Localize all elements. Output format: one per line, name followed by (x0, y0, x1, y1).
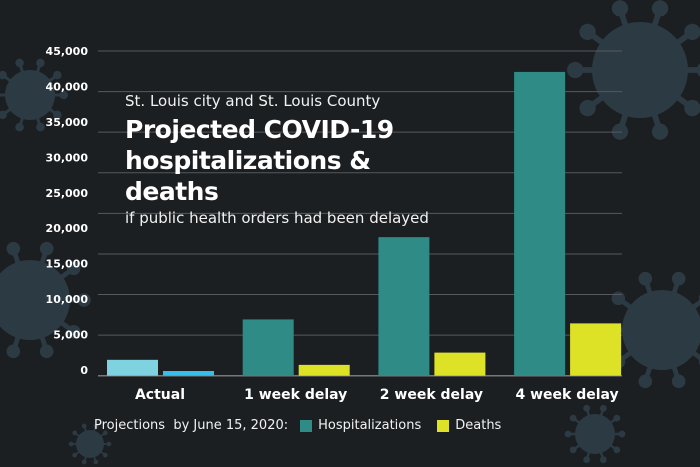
virus-spike-tip (72, 430, 78, 436)
x-tick-label: 2 week delay (380, 387, 483, 403)
virus-spike-tip (6, 344, 21, 359)
bar-hospitalizations (514, 71, 566, 376)
bar-deaths (298, 364, 350, 376)
y-tick-label: 0 (80, 364, 88, 377)
virus-spike-tip (611, 123, 629, 140)
legend-swatch-deaths (437, 419, 450, 432)
y-tick-label: 5,000 (53, 329, 88, 342)
virus-spike-tip (102, 430, 108, 436)
virus-icon (622, 290, 700, 370)
legend-label-deaths: Deaths (455, 418, 502, 433)
y-tick-label: 15,000 (46, 258, 89, 271)
virus-spike-tip (599, 404, 607, 412)
virus-icon (592, 22, 688, 118)
title-block: St. Louis city and St. Louis County Proj… (125, 92, 465, 227)
virus-spike-tip (39, 344, 54, 359)
virus-spike-tip (81, 459, 87, 465)
virus-spike-tip (66, 324, 81, 339)
y-tick-label: 30,000 (46, 151, 89, 164)
chart-title: Projected COVID-19 hospitalizations & de… (125, 115, 394, 206)
virus-spike-tip (569, 414, 577, 422)
virus-spike-tip (59, 90, 68, 100)
virus-spike-tip (106, 441, 112, 447)
virus-spike-tip (93, 423, 99, 429)
virus-spike-tip (36, 122, 45, 132)
y-tick-label: 25,000 (46, 187, 89, 200)
virus-spike-tip (651, 123, 669, 140)
virus-spike-tip (611, 291, 626, 306)
x-tick-label: 1 week delay (244, 387, 347, 403)
x-tick-label: 4 week delay (516, 387, 619, 403)
virus-icon (575, 414, 615, 454)
virus-spike-tip (0, 110, 7, 120)
legend-label-hospitalizations: Hospitalizations (318, 418, 422, 433)
bar-hospitalizations (107, 359, 158, 376)
virus-spike-tip (684, 99, 700, 117)
legend-prefix: Projections by June 15, 2020: (94, 418, 289, 433)
virus-spike-tip (6, 241, 21, 256)
virus-spike-tip (15, 122, 24, 132)
virus-spike-tip (579, 99, 596, 117)
virus-spike-tip (564, 430, 572, 438)
virus-spike-tip (671, 271, 686, 286)
legend-swatch-hospitalizations (300, 419, 313, 432)
virus-spike-tip (583, 404, 591, 412)
virus-spike-tip (81, 423, 87, 429)
y-tick-label: 35,000 (46, 116, 89, 129)
bar-deaths (434, 352, 486, 376)
virus-spike-tip (613, 414, 621, 422)
virus-spike-tip (599, 456, 607, 464)
bar-deaths (163, 371, 214, 376)
virus-spike-tip (638, 374, 653, 389)
virus-spike-tip (36, 58, 45, 68)
bar-deaths (570, 323, 622, 376)
virus-spike-tip (671, 374, 686, 389)
virus-spike-tip (583, 456, 591, 464)
virus-spike-tip (569, 446, 577, 454)
bar-hospitalizations (242, 319, 294, 376)
virus-spike-tip (15, 58, 24, 68)
virus-spike-tip (102, 452, 108, 458)
y-tick-label: 45,000 (46, 45, 89, 58)
virus-icon (0, 260, 70, 340)
virus-spike-tip (53, 70, 62, 80)
virus-spike-tip (0, 93, 1, 97)
virus-spike-tip (68, 441, 74, 447)
virus-spike-tip (77, 293, 91, 307)
virus-spike-tip (651, 0, 669, 17)
virus-spike-tip (684, 23, 700, 41)
virus-spike-tip (696, 63, 700, 77)
x-tick-label: Actual (135, 387, 185, 403)
virus-spike-tip (39, 241, 54, 256)
virus-spike-tip (66, 261, 81, 276)
virus-spike-tip (93, 459, 99, 465)
y-tick-label: 40,000 (46, 80, 89, 93)
virus-icon (76, 430, 104, 458)
virus-spike-tip (611, 0, 629, 17)
chart-subtitle: if public health orders had been delayed (125, 209, 429, 227)
virus-spike-tip (638, 271, 653, 286)
virus-spike-tip (53, 110, 62, 120)
virus-icon (5, 70, 55, 120)
virus-spike-tip (0, 70, 7, 80)
y-tick-label: 10,000 (46, 293, 89, 306)
chart-supertitle: St. Louis city and St. Louis County (125, 92, 381, 110)
virus-spike-tip (72, 452, 78, 458)
bar-hospitalizations (378, 237, 430, 376)
virus-spike-tip (618, 430, 626, 438)
virus-spike-tip (567, 61, 584, 79)
virus-spike-tip (579, 23, 596, 41)
virus-spike-tip (613, 446, 621, 454)
y-tick-label: 20,000 (46, 222, 89, 235)
legend: Projections by June 15, 2020: Hospitaliz… (94, 418, 501, 433)
